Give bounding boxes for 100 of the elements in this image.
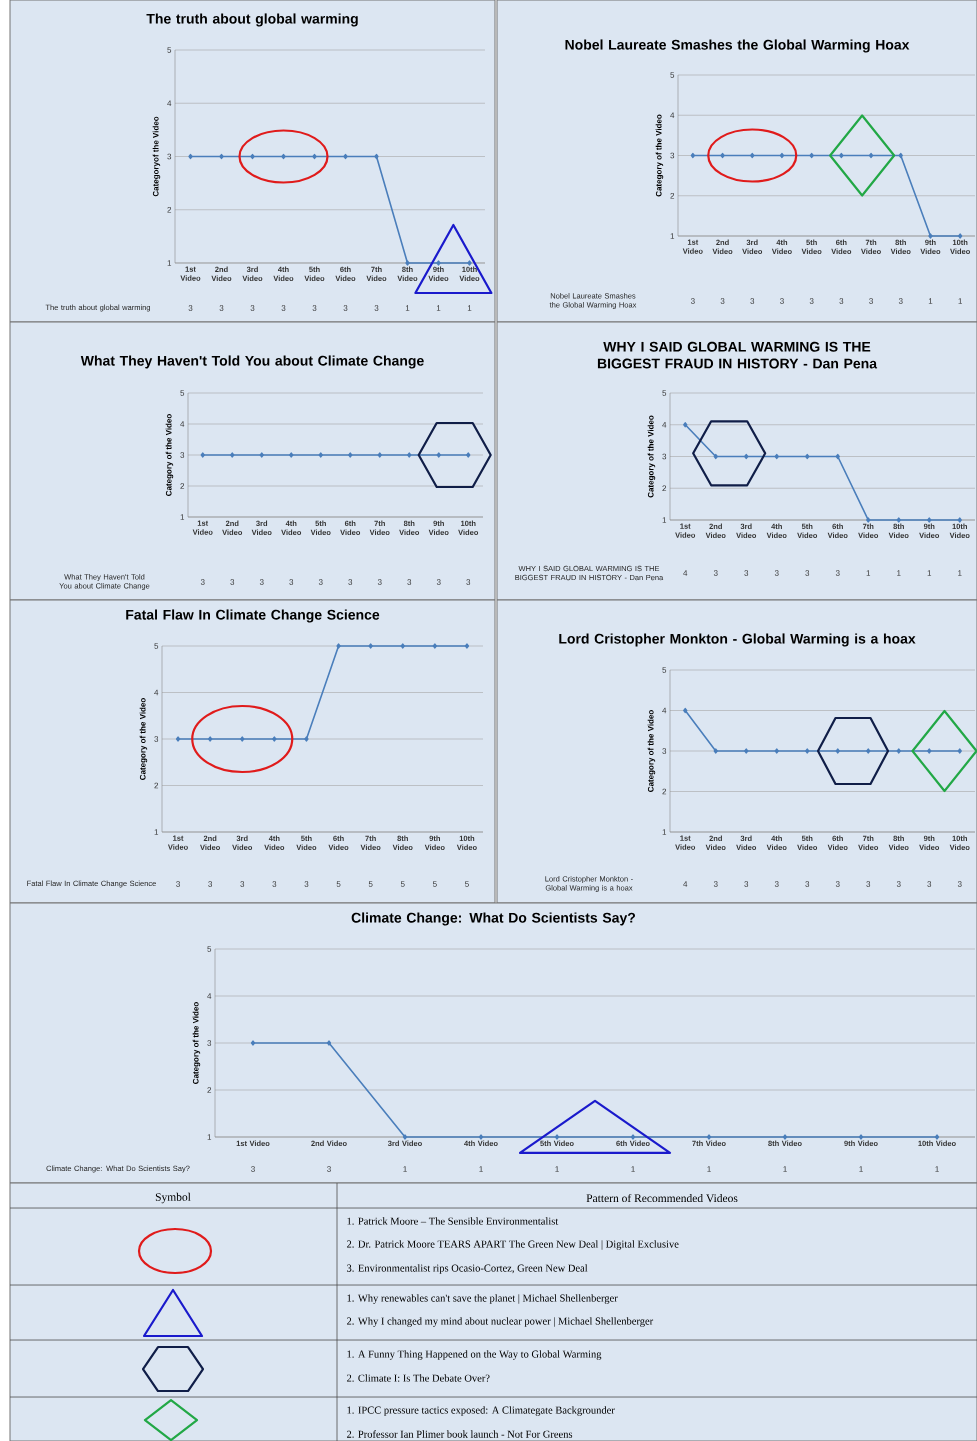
data-label: 3 — [312, 305, 317, 311]
data-label: 3 — [898, 298, 903, 304]
y-tick-label: 2 — [154, 782, 159, 789]
point — [805, 453, 810, 460]
y-axis-title: Category of the Video — [139, 698, 148, 780]
point — [927, 517, 932, 523]
text: 2. Professor Ian Plimer book launch - Not For Greens — [346, 1430, 573, 1438]
y-tick-label: 1 — [662, 517, 667, 523]
y-tick-label: 3 — [154, 736, 159, 742]
y-tick-label: 3 — [207, 1040, 212, 1046]
text: 1. Why renewables can't save the planet | Michael Shellenberger — [347, 1294, 618, 1304]
data-label: 3 — [835, 570, 840, 576]
data-label: 1 — [707, 1166, 711, 1172]
text: 2. Climate I: Is The Debate Over? — [346, 1374, 490, 1382]
data-label: 1 — [783, 1166, 787, 1172]
y-tick-label: 5 — [662, 390, 667, 396]
data-label: 3 — [272, 881, 277, 887]
y-tick-label: 5 — [670, 72, 675, 78]
point — [896, 517, 901, 523]
point — [744, 453, 749, 460]
text: 2. Why I changed my mind about nuclear power | Michael Shellenberger — [346, 1317, 654, 1327]
data-label: 3 — [188, 305, 193, 311]
data-label: 3 — [200, 579, 205, 585]
data-label: 1 — [866, 570, 871, 576]
data-label: 3 — [304, 881, 309, 887]
y-tick-label: 3 — [180, 452, 185, 458]
data-label: 3 — [866, 881, 871, 887]
y-axis-title: Category of the Video — [647, 710, 656, 792]
y-tick-label: 5 — [154, 643, 159, 649]
data-label: 1 — [479, 1166, 483, 1172]
text: Symbol — [155, 1192, 191, 1204]
y-axis-title: Category of the Video — [655, 114, 664, 197]
y-axis-title: Category of the Video — [647, 415, 656, 498]
data-label: 1 — [935, 1166, 939, 1172]
point — [774, 453, 779, 460]
data-label: 5 — [368, 881, 373, 887]
data-label: 3 — [281, 305, 286, 311]
data-label: 3 — [259, 579, 264, 585]
data-label: 3 — [251, 1166, 255, 1172]
data-label: 3 — [374, 305, 379, 311]
data-label: 3 — [809, 298, 814, 304]
point — [835, 453, 840, 460]
data-label: 1 — [436, 305, 441, 311]
point — [957, 517, 962, 523]
data-label: 1 — [958, 570, 962, 576]
data-label: 5 — [336, 881, 341, 887]
text: 3. Environmentalist rips Ocasio-Cortez, Green New Deal — [347, 1264, 588, 1274]
data-label: 3 — [240, 881, 245, 887]
data-label: 3 — [805, 570, 810, 576]
y-tick-label: 5 — [180, 390, 185, 396]
data-label: 3 — [377, 579, 382, 585]
y-tick-label: 2 — [167, 206, 172, 213]
y-tick-label: 4 — [662, 707, 667, 714]
data-label: 3 — [774, 570, 779, 576]
text: 1. IPCC pressure tactics exposed: A Climategate Backgrounder — [347, 1406, 615, 1416]
y-axis-title: Category of the Video — [192, 1002, 201, 1084]
y-axis-title: Category of the Video — [165, 414, 174, 496]
text: 1. A Funny Thing Happened on the Way to Global Warming — [347, 1350, 602, 1360]
data-label: 3 — [289, 579, 294, 585]
chart-title: Lord Cristopher Monkton - Global Warming is a hoax — [559, 633, 916, 647]
point — [683, 422, 688, 428]
data-label: 5 — [432, 881, 437, 887]
y-tick-label: 1 — [167, 260, 172, 266]
data-label: 3 — [744, 570, 749, 576]
chart-title: WHY I SAID GLOBAL WARMING IS THE BIGGEST FRAUD IN HISTORY - Dan Pena — [597, 341, 878, 369]
text: 2. Dr. Patrick Moore TEARS APART The Green New Deal | Digital Exclusive — [346, 1240, 679, 1250]
data-label: 1 — [631, 1166, 635, 1172]
text: Pattern of Recommended Videos — [586, 1193, 738, 1203]
data-label: 3 — [436, 579, 441, 585]
y-tick-label: 1 — [207, 1134, 212, 1140]
y-tick-label: 2 — [662, 485, 667, 492]
data-label: 3 — [176, 881, 180, 887]
data-label: 3 — [348, 579, 353, 585]
point — [866, 517, 871, 523]
data-label: 3 — [407, 579, 412, 585]
data-label: 3 — [318, 579, 323, 585]
y-tick-label: 2 — [180, 483, 185, 489]
chart-title: Nobel Laureate Smashes the Global Warming Hoax — [565, 39, 910, 53]
data-label: 1 — [958, 298, 962, 304]
data-label: 1 — [928, 298, 933, 304]
data-label: 1 — [467, 305, 472, 311]
y-tick-label: 2 — [207, 1087, 212, 1093]
chart-title: Climate Change: What Do Scientists Say? — [351, 912, 635, 926]
data-label: 1 — [403, 1166, 407, 1172]
y-tick-label: 4 — [207, 993, 212, 999]
data-label: 3 — [250, 305, 255, 311]
data-label: 3 — [869, 298, 873, 304]
data-label: 1 — [405, 305, 410, 311]
data-label: 3 — [805, 881, 810, 887]
data-label: 3 — [835, 881, 840, 887]
y-tick-label: 1 — [180, 514, 185, 520]
data-label: 3 — [957, 881, 962, 887]
y-tick-label: 4 — [662, 422, 667, 428]
text: 1. Patrick Moore – The Sensible Environmentalist — [347, 1217, 559, 1225]
y-tick-label: 4 — [154, 689, 159, 696]
y-axis-title: Categoryof the Video — [152, 116, 161, 197]
data-label: 5 — [400, 881, 405, 887]
data-label: 3 — [780, 298, 784, 304]
chart-title: What They Haven't Told You about Climate Change — [80, 355, 424, 369]
data-label: 4 — [683, 881, 688, 887]
